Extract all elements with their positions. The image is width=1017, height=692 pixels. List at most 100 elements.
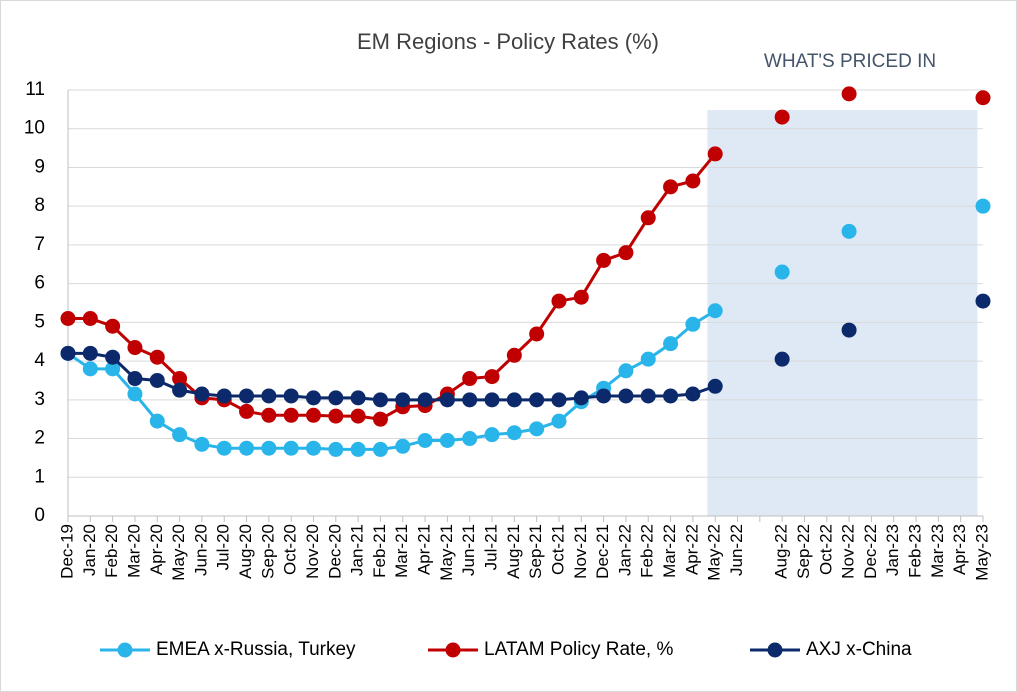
legend-item: EMEA x-Russia, Turkey	[100, 639, 356, 660]
x-tick-label: Apr-23	[950, 524, 969, 575]
annotation: WHAT'S PRICED IN	[764, 51, 936, 72]
data-point	[172, 382, 188, 398]
data-point	[105, 361, 121, 377]
x-tick-label: Jan-21	[348, 524, 367, 576]
y-tick-label: 9	[34, 156, 45, 177]
y-tick-label: 7	[34, 234, 45, 255]
data-point	[529, 326, 545, 342]
x-tick-label: Mar-22	[660, 524, 679, 578]
data-point	[328, 390, 344, 406]
data-point	[261, 440, 277, 456]
data-point	[707, 378, 723, 394]
x-tick-label: Dec-22	[861, 524, 880, 579]
data-point	[82, 361, 98, 377]
priced-in-region	[707, 110, 978, 516]
x-tick-label: Nov-21	[571, 524, 590, 579]
data-point	[149, 413, 165, 429]
x-tick-label: Apr-20	[147, 524, 166, 575]
data-point	[663, 388, 679, 404]
data-point	[149, 372, 165, 388]
x-tick-label: Jun-20	[191, 524, 210, 576]
x-tick-label: Mar-21	[392, 524, 411, 578]
x-tick-label: Feb-22	[638, 524, 657, 578]
legend-item: AXJ x-China	[750, 639, 912, 660]
data-point	[529, 392, 545, 408]
data-point	[350, 408, 366, 424]
data-point	[774, 264, 790, 280]
x-tick-label: Oct-21	[548, 524, 567, 575]
x-tick-label: Oct-22	[816, 524, 835, 575]
x-tick-label: Feb-23	[906, 524, 925, 578]
data-point	[975, 293, 991, 309]
x-tick-label: Jun-21	[459, 524, 478, 576]
legend-label: AXJ x-China	[806, 639, 912, 660]
data-point	[305, 440, 321, 456]
data-point	[975, 90, 991, 106]
x-tick-label: Jul-21	[482, 524, 501, 570]
data-point	[395, 392, 411, 408]
data-point	[841, 322, 857, 338]
data-point	[573, 390, 589, 406]
data-point	[216, 388, 232, 404]
data-point	[707, 303, 723, 319]
data-point	[551, 413, 567, 429]
x-tick-label: Aug-22	[772, 524, 791, 579]
data-point	[372, 392, 388, 408]
data-point	[216, 440, 232, 456]
data-point	[663, 179, 679, 195]
legend-label: LATAM Policy Rate, %	[484, 639, 673, 660]
data-point	[239, 388, 255, 404]
data-point	[372, 441, 388, 457]
data-point	[663, 336, 679, 352]
x-tick-label: Sep-22	[794, 524, 813, 579]
data-point	[640, 351, 656, 367]
y-tick-label: 10	[24, 118, 45, 139]
legend-label: EMEA x-Russia, Turkey	[156, 639, 356, 660]
x-tick-label: Aug-21	[504, 524, 523, 579]
data-point	[239, 440, 255, 456]
data-point	[573, 289, 589, 305]
legend-marker	[767, 642, 783, 658]
data-point	[484, 369, 500, 385]
data-point	[462, 371, 478, 387]
data-point	[841, 223, 857, 239]
data-point	[551, 392, 567, 408]
data-point	[506, 347, 522, 363]
data-point	[506, 392, 522, 408]
data-point	[328, 408, 344, 424]
data-point	[685, 386, 701, 402]
data-point	[707, 146, 723, 162]
data-point	[417, 432, 433, 448]
data-point	[372, 411, 388, 427]
data-point	[261, 407, 277, 423]
y-tick-label: 3	[34, 389, 45, 410]
legend-item: LATAM Policy Rate, %	[428, 639, 673, 660]
data-point	[283, 407, 299, 423]
data-point	[239, 403, 255, 419]
data-point	[127, 340, 143, 356]
data-point	[596, 388, 612, 404]
x-tick-label: Jul-20	[214, 524, 233, 570]
x-tick-label: Feb-20	[102, 524, 121, 578]
x-tick-label: Jan-20	[80, 524, 99, 576]
x-tick-label: Nov-20	[303, 524, 322, 579]
data-point	[484, 427, 500, 443]
data-point	[640, 210, 656, 226]
legend-marker	[445, 642, 461, 658]
data-point	[618, 363, 634, 379]
data-point	[283, 440, 299, 456]
data-point	[975, 198, 991, 214]
x-tick-label: Apr-22	[682, 524, 701, 575]
data-point	[417, 392, 433, 408]
data-point	[328, 441, 344, 457]
data-point	[261, 388, 277, 404]
data-point	[640, 388, 656, 404]
x-tick-label: Dec-20	[325, 524, 344, 579]
data-point	[60, 310, 76, 326]
y-tick-label: 2	[34, 428, 45, 449]
data-point	[105, 318, 121, 334]
x-tick-label: May-23	[972, 524, 991, 581]
data-point	[395, 438, 411, 454]
data-point	[172, 371, 188, 387]
x-tick-label: Jan-23	[883, 524, 902, 576]
